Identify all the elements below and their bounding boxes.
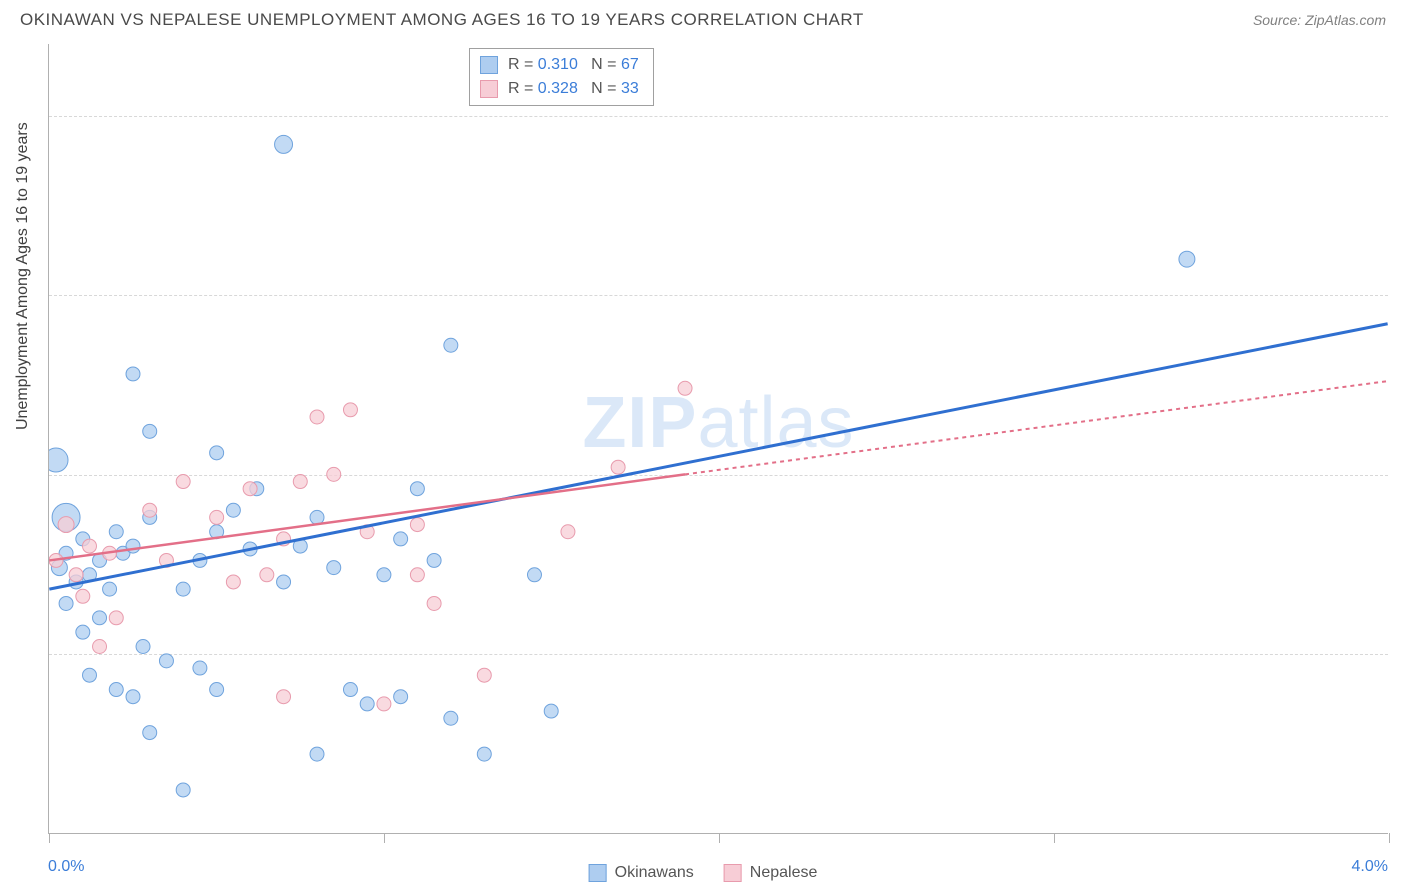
data-point bbox=[176, 582, 190, 596]
data-point bbox=[275, 135, 293, 153]
data-point bbox=[143, 726, 157, 740]
y-axis-label: Unemployment Among Ages 16 to 19 years bbox=[14, 122, 32, 430]
x-tick bbox=[1054, 833, 1055, 843]
chart-source: Source: ZipAtlas.com bbox=[1253, 12, 1386, 28]
data-point bbox=[260, 568, 274, 582]
r-value: 0.328 bbox=[538, 80, 578, 97]
data-point bbox=[143, 424, 157, 438]
y-tick-label: 25.0% bbox=[1396, 473, 1406, 491]
legend-row: R = 0.328 N = 33 bbox=[480, 77, 639, 101]
correlation-legend: R = 0.310 N = 67 R = 0.328 N = 33 bbox=[469, 48, 654, 106]
data-point bbox=[93, 611, 107, 625]
x-tick bbox=[49, 833, 50, 843]
data-point bbox=[277, 575, 291, 589]
data-point bbox=[83, 539, 97, 553]
data-point bbox=[76, 625, 90, 639]
data-point bbox=[126, 367, 140, 381]
data-point bbox=[176, 475, 190, 489]
x-tick bbox=[1389, 833, 1390, 843]
data-point bbox=[176, 783, 190, 797]
data-point bbox=[310, 410, 324, 424]
plot-area: ZIPatlas R = 0.310 N = 67 R = 0.328 N = … bbox=[48, 44, 1388, 834]
regression-line-extrapolated bbox=[685, 381, 1388, 474]
data-point bbox=[544, 704, 558, 718]
scatter-svg bbox=[49, 44, 1388, 833]
data-point bbox=[109, 611, 123, 625]
data-point bbox=[444, 711, 458, 725]
data-point bbox=[343, 403, 357, 417]
data-point bbox=[93, 640, 107, 654]
data-point bbox=[410, 568, 424, 582]
legend-swatch-nepalese bbox=[724, 864, 742, 882]
data-point bbox=[561, 525, 575, 539]
data-point bbox=[377, 697, 391, 711]
data-point bbox=[293, 475, 307, 489]
data-point bbox=[143, 503, 157, 517]
data-point bbox=[69, 568, 83, 582]
data-point bbox=[611, 460, 625, 474]
data-point bbox=[49, 448, 68, 472]
y-tick-label: 12.5% bbox=[1396, 652, 1406, 670]
legend-item: Okinawans bbox=[589, 864, 694, 882]
legend-label: Nepalese bbox=[750, 864, 818, 882]
regression-line bbox=[49, 324, 1387, 589]
data-point bbox=[76, 589, 90, 603]
data-point bbox=[109, 683, 123, 697]
x-tick bbox=[719, 833, 720, 843]
data-point bbox=[410, 518, 424, 532]
legend-swatch-nepalese bbox=[480, 80, 498, 98]
data-point bbox=[1179, 251, 1195, 267]
data-point bbox=[58, 517, 74, 533]
legend-row: R = 0.310 N = 67 bbox=[480, 53, 639, 77]
x-max-label: 4.0% bbox=[1352, 858, 1388, 876]
data-point bbox=[310, 747, 324, 761]
data-point bbox=[327, 561, 341, 575]
legend-swatch-okinawans bbox=[480, 56, 498, 74]
n-value: 33 bbox=[621, 80, 639, 97]
data-point bbox=[410, 482, 424, 496]
data-point bbox=[126, 690, 140, 704]
x-min-label: 0.0% bbox=[48, 858, 84, 876]
data-point bbox=[226, 503, 240, 517]
data-point bbox=[327, 467, 341, 481]
data-point bbox=[210, 510, 224, 524]
data-point bbox=[678, 381, 692, 395]
data-point bbox=[109, 525, 123, 539]
chart-header: OKINAWAN VS NEPALESE UNEMPLOYMENT AMONG … bbox=[0, 0, 1406, 36]
r-value: 0.310 bbox=[538, 56, 578, 73]
data-point bbox=[277, 690, 291, 704]
legend-item: Nepalese bbox=[724, 864, 818, 882]
data-point bbox=[103, 582, 117, 596]
data-point bbox=[527, 568, 541, 582]
series-legend: Okinawans Nepalese bbox=[589, 864, 818, 882]
data-point bbox=[343, 683, 357, 697]
data-point bbox=[377, 568, 391, 582]
data-point bbox=[193, 661, 207, 675]
legend-label: Okinawans bbox=[615, 864, 694, 882]
y-tick-label: 50.0% bbox=[1396, 114, 1406, 132]
data-point bbox=[226, 575, 240, 589]
data-point bbox=[210, 683, 224, 697]
legend-swatch-okinawans bbox=[589, 864, 607, 882]
data-point bbox=[59, 596, 73, 610]
data-point bbox=[394, 690, 408, 704]
y-tick-label: 37.5% bbox=[1396, 293, 1406, 311]
data-point bbox=[427, 596, 441, 610]
data-point bbox=[136, 640, 150, 654]
data-point bbox=[83, 668, 97, 682]
data-point bbox=[394, 532, 408, 546]
n-value: 67 bbox=[621, 56, 639, 73]
data-point bbox=[159, 654, 173, 668]
data-point bbox=[427, 553, 441, 567]
data-point bbox=[477, 747, 491, 761]
data-point bbox=[444, 338, 458, 352]
data-point bbox=[210, 446, 224, 460]
data-point bbox=[477, 668, 491, 682]
data-point bbox=[243, 482, 257, 496]
x-tick bbox=[384, 833, 385, 843]
data-point bbox=[360, 697, 374, 711]
chart-title: OKINAWAN VS NEPALESE UNEMPLOYMENT AMONG … bbox=[20, 10, 864, 30]
